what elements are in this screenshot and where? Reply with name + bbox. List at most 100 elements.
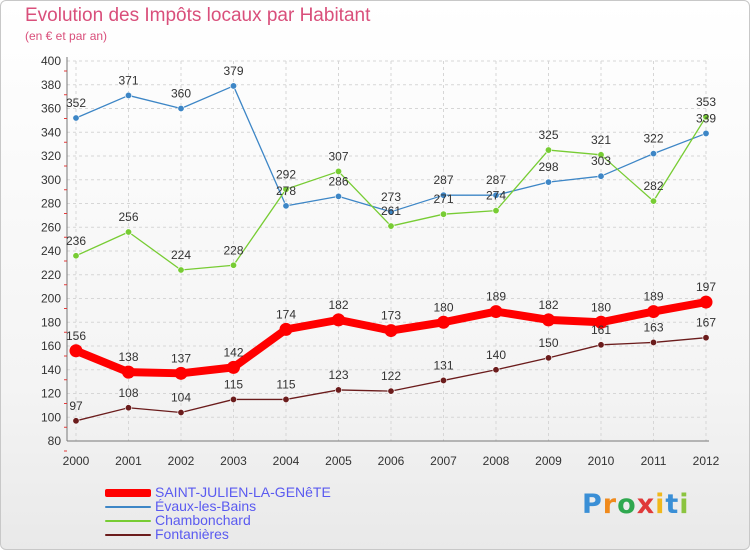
y-tick-label: 400 <box>41 54 61 68</box>
data-label: 339 <box>696 111 716 125</box>
logo-letter: i <box>679 489 690 520</box>
data-label: 379 <box>223 64 243 78</box>
data-label: 271 <box>433 192 453 206</box>
legend-label: Évaux-les-Bains <box>155 498 257 514</box>
data-label: 286 <box>328 174 348 188</box>
x-tick-label: 2001 <box>115 454 142 468</box>
legend-swatch <box>105 506 151 508</box>
legend-swatch <box>105 534 151 536</box>
data-point <box>279 322 293 336</box>
data-point <box>72 417 80 425</box>
x-tick-label: 2009 <box>535 454 562 468</box>
data-label: 161 <box>591 323 611 337</box>
proxiti-logo: Proxiti <box>582 489 690 520</box>
y-tick-label: 180 <box>41 315 61 329</box>
data-label: 140 <box>486 348 506 362</box>
y-tick-label: 100 <box>41 410 61 424</box>
data-label: 163 <box>643 320 663 334</box>
data-label: 292 <box>276 167 296 181</box>
data-label: 189 <box>486 290 506 304</box>
data-point <box>437 315 450 329</box>
data-point <box>174 366 188 380</box>
data-label: 189 <box>643 290 663 304</box>
data-label: 352 <box>66 96 86 110</box>
data-label: 261 <box>381 204 401 218</box>
data-point <box>227 360 240 374</box>
data-point <box>122 365 135 379</box>
data-point <box>177 408 185 416</box>
data-label: 236 <box>66 234 86 248</box>
chart-subtitle: (en € et par an) <box>25 29 108 43</box>
data-point <box>334 386 342 394</box>
x-tick-label: 2000 <box>63 454 90 468</box>
logo-letter: o <box>617 489 637 520</box>
legend-label: Chambonchard <box>155 512 251 528</box>
x-tick-label: 2007 <box>430 454 457 468</box>
data-label: 182 <box>328 298 348 312</box>
data-label: 131 <box>433 358 453 372</box>
data-point <box>439 191 447 199</box>
data-label: 298 <box>538 160 558 174</box>
data-label: 97 <box>69 399 83 413</box>
data-point <box>542 313 555 327</box>
data-point <box>384 324 398 338</box>
data-point <box>439 376 447 384</box>
y-tick-label: 220 <box>41 268 61 282</box>
y-tick-label: 280 <box>41 197 61 211</box>
data-point <box>649 197 657 205</box>
logo-letter: i <box>655 489 666 520</box>
data-point <box>492 207 500 215</box>
x-tick-label: 2012 <box>693 454 720 468</box>
x-tick-label: 2010 <box>588 454 615 468</box>
data-point <box>282 395 290 403</box>
data-label: 156 <box>66 329 86 343</box>
data-point <box>334 167 342 175</box>
data-label: 256 <box>118 210 138 224</box>
data-label: 353 <box>696 95 716 109</box>
data-label: 150 <box>538 336 558 350</box>
data-point <box>594 315 608 329</box>
data-point <box>72 252 80 260</box>
data-point <box>230 82 238 90</box>
data-point <box>492 366 500 374</box>
data-point <box>72 114 80 122</box>
data-label: 173 <box>381 309 401 323</box>
y-tick-label: 120 <box>41 387 61 401</box>
data-point <box>544 178 552 186</box>
data-label: 273 <box>381 190 401 204</box>
data-point <box>125 228 133 236</box>
data-point <box>597 172 605 180</box>
data-label: 287 <box>486 173 506 187</box>
data-point <box>69 344 83 358</box>
data-label: 371 <box>118 73 138 87</box>
data-label: 104 <box>171 391 191 405</box>
x-tick-label: 2005 <box>325 454 352 468</box>
data-label: 307 <box>328 149 348 163</box>
data-point <box>387 222 395 230</box>
data-point <box>649 150 657 158</box>
data-label: 180 <box>591 300 611 314</box>
data-label: 322 <box>643 132 663 146</box>
x-tick-label: 2002 <box>168 454 195 468</box>
x-tick-label: 2011 <box>641 454 667 468</box>
logo-letter: r <box>602 489 618 520</box>
data-point <box>282 185 290 193</box>
data-point <box>647 305 660 319</box>
data-point <box>230 395 238 403</box>
data-label: 274 <box>486 189 506 203</box>
data-point <box>699 295 713 309</box>
y-tick-label: 260 <box>41 220 61 234</box>
legend-label: Fontanières <box>155 526 229 542</box>
data-point <box>125 91 133 99</box>
y-tick-label: 140 <box>41 363 61 377</box>
x-tick-label: 2008 <box>483 454 510 468</box>
legend-label: SAINT-JULIEN-LA-GENêTE <box>155 484 331 500</box>
data-label: 182 <box>538 298 558 312</box>
data-point <box>230 261 238 269</box>
data-point <box>597 151 605 159</box>
data-label: 360 <box>171 87 191 101</box>
data-label: 174 <box>276 307 296 321</box>
y-tick-label: 240 <box>41 244 61 258</box>
